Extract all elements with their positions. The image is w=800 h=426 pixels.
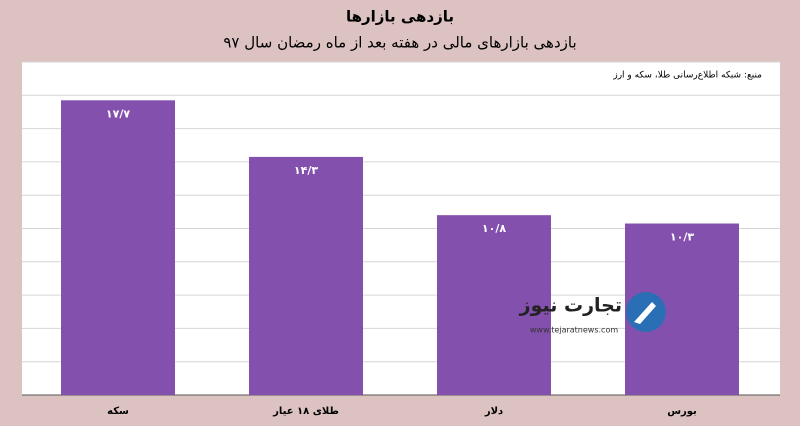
chart-subtitle: بازدهی بازارهای مالی در هفته بعد از ماه … bbox=[223, 34, 576, 52]
logo-name: تجارت نیوز bbox=[519, 295, 622, 317]
x-tick-label: سکه bbox=[107, 406, 129, 417]
value-label: ۱۴/۳ bbox=[294, 164, 318, 177]
bar bbox=[249, 156, 363, 395]
value-label: ۱۷/۷ bbox=[106, 107, 130, 120]
logo: تجارت نیوز www.tejaratnews.com bbox=[519, 292, 666, 335]
value-label: ۱۰/۸ bbox=[482, 222, 506, 235]
logo-icon-mark bbox=[634, 302, 656, 324]
x-tick-label: دلار bbox=[484, 406, 503, 417]
source-note: منبع: شبکه اطلاع‌رسانی طلا، سکه و ارز bbox=[612, 71, 762, 81]
chart-title: بازدهی بازارها bbox=[346, 8, 454, 26]
plot: سکه ۱۷/۷ طلای ۱۸ عیار ۱۴/۳ دلار ۱۰/۸ بورس ۱۰/۳ bbox=[22, 61, 780, 417]
bar bbox=[437, 215, 551, 395]
logo-url: www.tejaratnews.com bbox=[530, 326, 618, 335]
bar bbox=[61, 100, 175, 396]
x-tick-label: بورس bbox=[667, 406, 697, 417]
x-tick-label: طلای ۱۸ عیار bbox=[272, 406, 339, 417]
value-label: ۱۰/۳ bbox=[670, 231, 694, 244]
